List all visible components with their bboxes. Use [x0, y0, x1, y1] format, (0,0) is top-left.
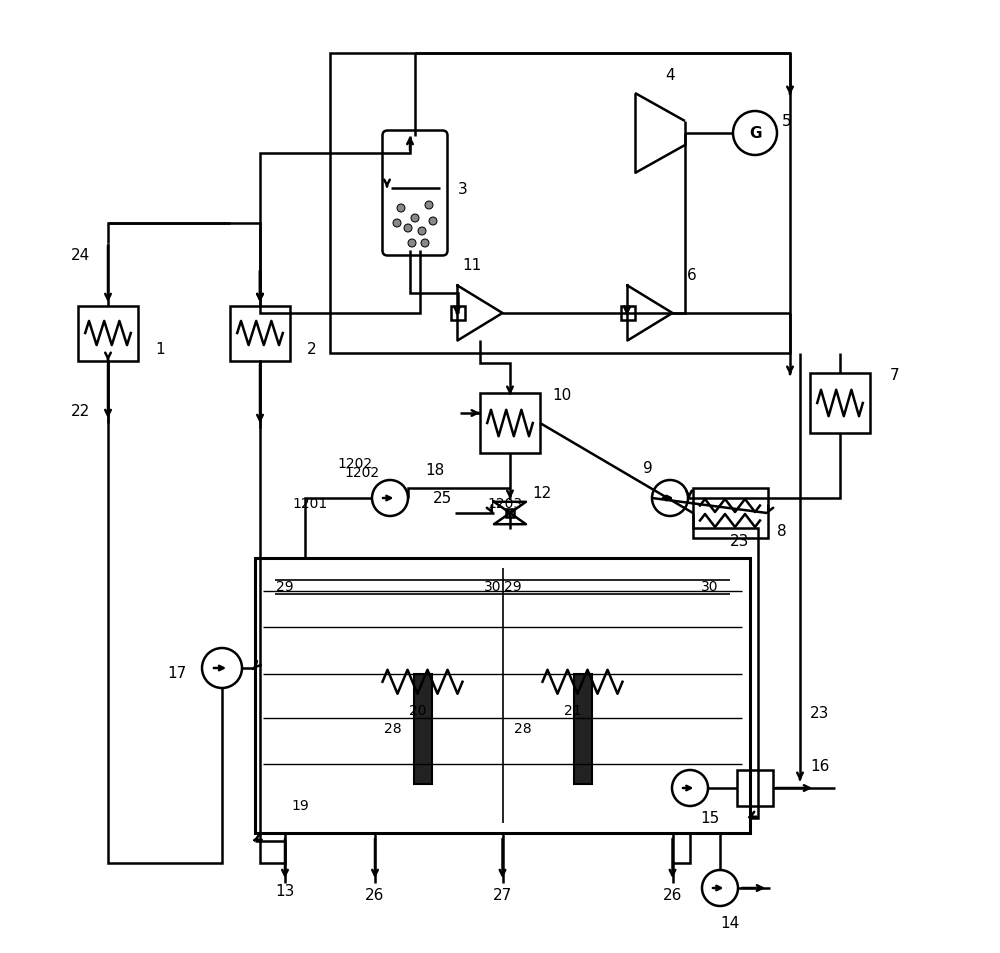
- Text: 11: 11: [462, 258, 482, 274]
- Bar: [810, 374, 870, 434]
- Text: 8: 8: [777, 524, 787, 539]
- Text: 6: 6: [687, 268, 697, 283]
- Bar: [414, 674, 432, 783]
- Bar: [451, 307, 465, 320]
- Text: 10: 10: [552, 388, 572, 403]
- Text: 25: 25: [432, 491, 452, 506]
- Text: 21: 21: [564, 703, 581, 718]
- Bar: [737, 770, 773, 806]
- Text: 5: 5: [782, 114, 792, 130]
- Bar: [692, 489, 768, 538]
- Text: 17: 17: [167, 666, 187, 680]
- Text: 2: 2: [307, 341, 317, 356]
- Bar: [330, 54, 790, 354]
- Text: 16: 16: [810, 759, 830, 774]
- Text: 12: 12: [532, 486, 552, 501]
- Text: 30: 30: [701, 579, 719, 594]
- Text: 4: 4: [665, 69, 675, 84]
- Circle shape: [397, 205, 405, 213]
- Bar: [255, 558, 750, 833]
- Bar: [230, 306, 290, 361]
- Text: 22: 22: [70, 404, 90, 419]
- Circle shape: [421, 240, 429, 248]
- Text: 29: 29: [276, 579, 294, 594]
- Text: 26: 26: [663, 887, 682, 902]
- Bar: [480, 394, 540, 454]
- Circle shape: [404, 225, 412, 233]
- Text: 14: 14: [720, 916, 740, 930]
- Bar: [574, 674, 592, 783]
- Bar: [78, 306, 138, 361]
- Text: 1203: 1203: [487, 497, 523, 511]
- Circle shape: [418, 228, 426, 235]
- Text: 3: 3: [458, 181, 468, 196]
- Text: 26: 26: [365, 887, 385, 902]
- Text: 1201: 1201: [292, 497, 328, 511]
- Circle shape: [411, 214, 419, 223]
- Text: 23: 23: [730, 533, 750, 548]
- Text: 1202: 1202: [344, 465, 380, 479]
- Text: 1202: 1202: [337, 456, 373, 471]
- Text: 19: 19: [291, 799, 309, 812]
- Text: 24: 24: [70, 248, 90, 263]
- Bar: [506, 510, 514, 517]
- Text: 18: 18: [425, 463, 445, 478]
- Text: 1: 1: [155, 341, 165, 356]
- Text: 23: 23: [810, 706, 830, 720]
- Text: 9: 9: [643, 461, 653, 476]
- Text: 27: 27: [493, 887, 512, 902]
- Text: 30: 30: [484, 579, 501, 594]
- Circle shape: [393, 220, 401, 228]
- Circle shape: [425, 202, 433, 210]
- Bar: [620, 307, 635, 320]
- Text: 20: 20: [409, 703, 426, 718]
- Text: 28: 28: [514, 721, 531, 736]
- Text: 15: 15: [700, 811, 720, 825]
- Text: 29: 29: [504, 579, 521, 594]
- Text: 7: 7: [890, 368, 900, 383]
- Circle shape: [429, 218, 437, 226]
- Text: G: G: [749, 127, 761, 141]
- Text: 28: 28: [384, 721, 401, 736]
- Circle shape: [408, 240, 416, 248]
- Text: 13: 13: [275, 883, 295, 899]
